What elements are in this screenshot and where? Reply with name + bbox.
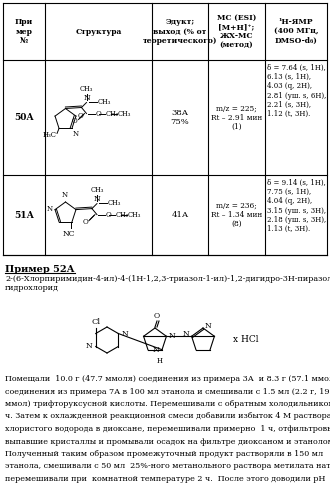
- Text: N: N: [61, 191, 68, 199]
- Text: ч. Затем к охлажденной реакционной смеси добавили избыток 4 М раствора: ч. Затем к охлажденной реакционной смеси…: [5, 413, 330, 421]
- Text: N: N: [205, 322, 212, 330]
- Text: перемешивали при  комнатной температуре 2 ч.  После этого доводили рН: перемешивали при комнатной температуре 2…: [5, 475, 325, 483]
- Text: CH₃: CH₃: [128, 211, 141, 219]
- Text: При
мер
№: При мер №: [15, 18, 33, 45]
- Text: x HCl: x HCl: [233, 335, 258, 344]
- Text: хлористого водорода в диоксане, перемешивали примерно  1 ч, отфильтровывали: хлористого водорода в диоксане, перемеши…: [5, 425, 330, 433]
- Text: МС (ESI)
[M+H]⁺;
ЖХ-МС
(метод): МС (ESI) [M+H]⁺; ЖХ-МС (метод): [217, 13, 256, 49]
- Text: CH₃: CH₃: [108, 199, 121, 207]
- Text: δ = 9.14 (s, 1H),
7.75 (s, 1H),
4.04 (q, 2H),
3.15 (уш. s, 3H),
2.18 (уш. s, 3H): δ = 9.14 (s, 1H), 7.75 (s, 1H), 4.04 (q,…: [267, 179, 326, 233]
- Text: O: O: [154, 312, 160, 320]
- Text: этанола, смешивали с 50 мл  25%-ного метанольного раствора метилата натрия и: этанола, смешивали с 50 мл 25%-ного мета…: [5, 463, 330, 471]
- Text: m/z = 236;
Rt – 1.34 мин
(8): m/z = 236; Rt – 1.34 мин (8): [211, 202, 262, 228]
- Text: NC: NC: [63, 230, 75, 238]
- Text: CH₂: CH₂: [106, 109, 119, 117]
- Text: N: N: [152, 346, 159, 354]
- Text: Помещали  10.0 г (47.7 ммоля) соединения из примера 3А  и 8.3 г (57.1 ммоль): Помещали 10.0 г (47.7 ммоля) соединения …: [5, 375, 330, 383]
- Text: N: N: [94, 195, 100, 203]
- Text: H₃C: H₃C: [43, 131, 57, 139]
- Text: N: N: [83, 93, 90, 101]
- Text: N: N: [168, 332, 175, 340]
- Text: 2-(6-Хлорпиримидин-4-ил)-4-(1H-1,2,3-триазол-1-ил)-1,2-дигидро-3H-пиразол-3-он-
: 2-(6-Хлорпиримидин-4-ил)-4-(1H-1,2,3-три…: [5, 275, 330, 292]
- Text: δ = 7.64 (s, 1H),
6.13 (s, 1H),
4.03 (q, 2H),
2.81 (уш. s, 6H),
2.21 (s, 3H),
1.: δ = 7.64 (s, 1H), 6.13 (s, 1H), 4.03 (q,…: [267, 64, 326, 118]
- Text: Пример 52А: Пример 52А: [5, 265, 75, 274]
- Text: N: N: [86, 342, 93, 350]
- Text: O: O: [72, 116, 78, 124]
- Text: CH₂: CH₂: [116, 211, 129, 219]
- Text: ммол) трифторуксусной кислоты. Перемешивали с обратным холодильником 12: ммол) трифторуксусной кислоты. Перемешив…: [5, 400, 330, 408]
- Text: 50А: 50А: [14, 113, 34, 122]
- Text: CH₃: CH₃: [117, 109, 131, 117]
- Text: Структура: Структура: [75, 27, 122, 35]
- Text: Полученный таким образом промежуточный продукт растворяли в 150 мл: Полученный таким образом промежуточный п…: [5, 450, 323, 458]
- Text: O: O: [95, 109, 101, 117]
- Text: N: N: [73, 130, 79, 138]
- Text: CH₃: CH₃: [80, 84, 93, 92]
- Text: CH₃: CH₃: [90, 186, 104, 194]
- Text: выпавшие кристаллы и промывали осадок на фильтре диоксаном и этанолом.: выпавшие кристаллы и промывали осадок на…: [5, 438, 330, 446]
- Text: N: N: [121, 329, 128, 337]
- Text: N: N: [47, 205, 53, 213]
- Text: ¹H-ЯМР
(400 МГц,
DMSO-d₆): ¹H-ЯМР (400 МГц, DMSO-d₆): [274, 18, 318, 45]
- Text: O: O: [106, 211, 112, 219]
- Text: O: O: [78, 112, 84, 120]
- Text: соединения из примера 7А в 100 мл этанола и смешивали с 1.5 мл (2.2 г, 19.0: соединения из примера 7А в 100 мл этанол…: [5, 388, 330, 396]
- Text: m/z = 225;
Rt – 2.91 мин
(1): m/z = 225; Rt – 2.91 мин (1): [211, 104, 262, 131]
- Text: N: N: [183, 330, 190, 338]
- Text: 41А: 41А: [171, 211, 189, 219]
- Text: Cl: Cl: [91, 317, 100, 325]
- Text: H: H: [157, 357, 163, 365]
- Text: 38А
75%: 38А 75%: [171, 109, 189, 126]
- Text: Эдукт;
выход (% от
теоретического): Эдукт; выход (% от теоретического): [143, 18, 217, 45]
- Text: O: O: [82, 218, 88, 226]
- Text: CH₃: CH₃: [97, 97, 111, 105]
- Text: 51А: 51А: [14, 211, 34, 220]
